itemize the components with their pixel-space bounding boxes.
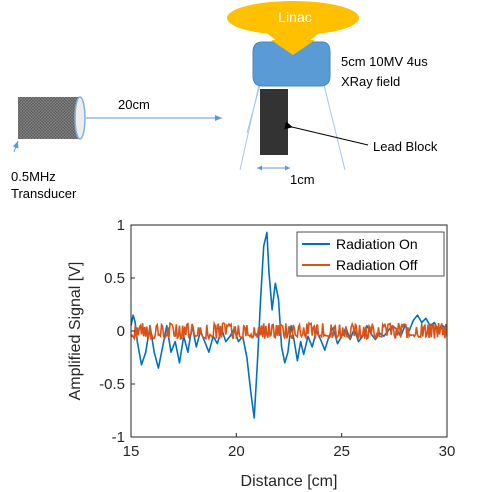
lead-block [260,89,288,155]
transducer-pointer [12,140,19,153]
y-tick-label: -1 [112,429,125,446]
x-tick-label: 30 [439,443,456,460]
y-tick-label: 1 [117,217,125,234]
linac-beam-arrow-tip [271,40,315,55]
beam-edge-inner-left [246,84,261,134]
signal-chart: 15 20 25 30 -1 -0.5 0 0.5 1 Distance [cm] Amplif… [67,217,455,490]
y-axis-label: Amplified Signal [V] [67,262,84,401]
linac-beam-arrow [253,22,333,54]
series-radiation-off-line [131,320,447,341]
collimator [252,41,331,87]
block-width-label: 1cm [290,172,315,187]
transducer-label-line2: Transducer [11,186,77,201]
legend-label-radiation-off: Radiation Off [336,257,418,273]
y-tick-label: 0.5 [104,270,125,287]
linac: Linac [227,1,359,54]
transducer-body [18,97,80,139]
legend-box [296,231,445,277]
y-tick-label: 0 [117,323,125,340]
x-axis-label: Distance [cm] [241,473,338,490]
setup-diagram: Linac 5cm 10MV 4us XRay field Lead Block… [11,1,438,201]
transducer-face [74,96,86,140]
tick-layer: 15 20 25 30 -1 -0.5 0 0.5 1 [99,217,455,460]
field-label-line1: 5cm 10MV 4us [341,54,428,69]
lead-block-label: Lead Block [373,139,438,154]
x-tick-label: 20 [228,443,245,460]
y-tick-label: -0.5 [99,376,125,393]
transducer-label-line1: 0.5MHz [11,169,56,184]
series-layer [131,231,447,419]
x-tick-label: 15 [123,443,140,460]
field-label-line2: XRay field [341,74,400,89]
lead-block-pointer [284,121,369,146]
x-tick-label: 25 [333,443,350,460]
beam-edge-right [323,84,346,171]
legend-label-radiation-on: Radiation On [336,236,418,252]
distance-label: 20cm [118,97,150,112]
chart-legend: Radiation On Radiation Off [296,231,445,277]
transducer [18,96,86,140]
linac-label: Linac [278,9,311,25]
